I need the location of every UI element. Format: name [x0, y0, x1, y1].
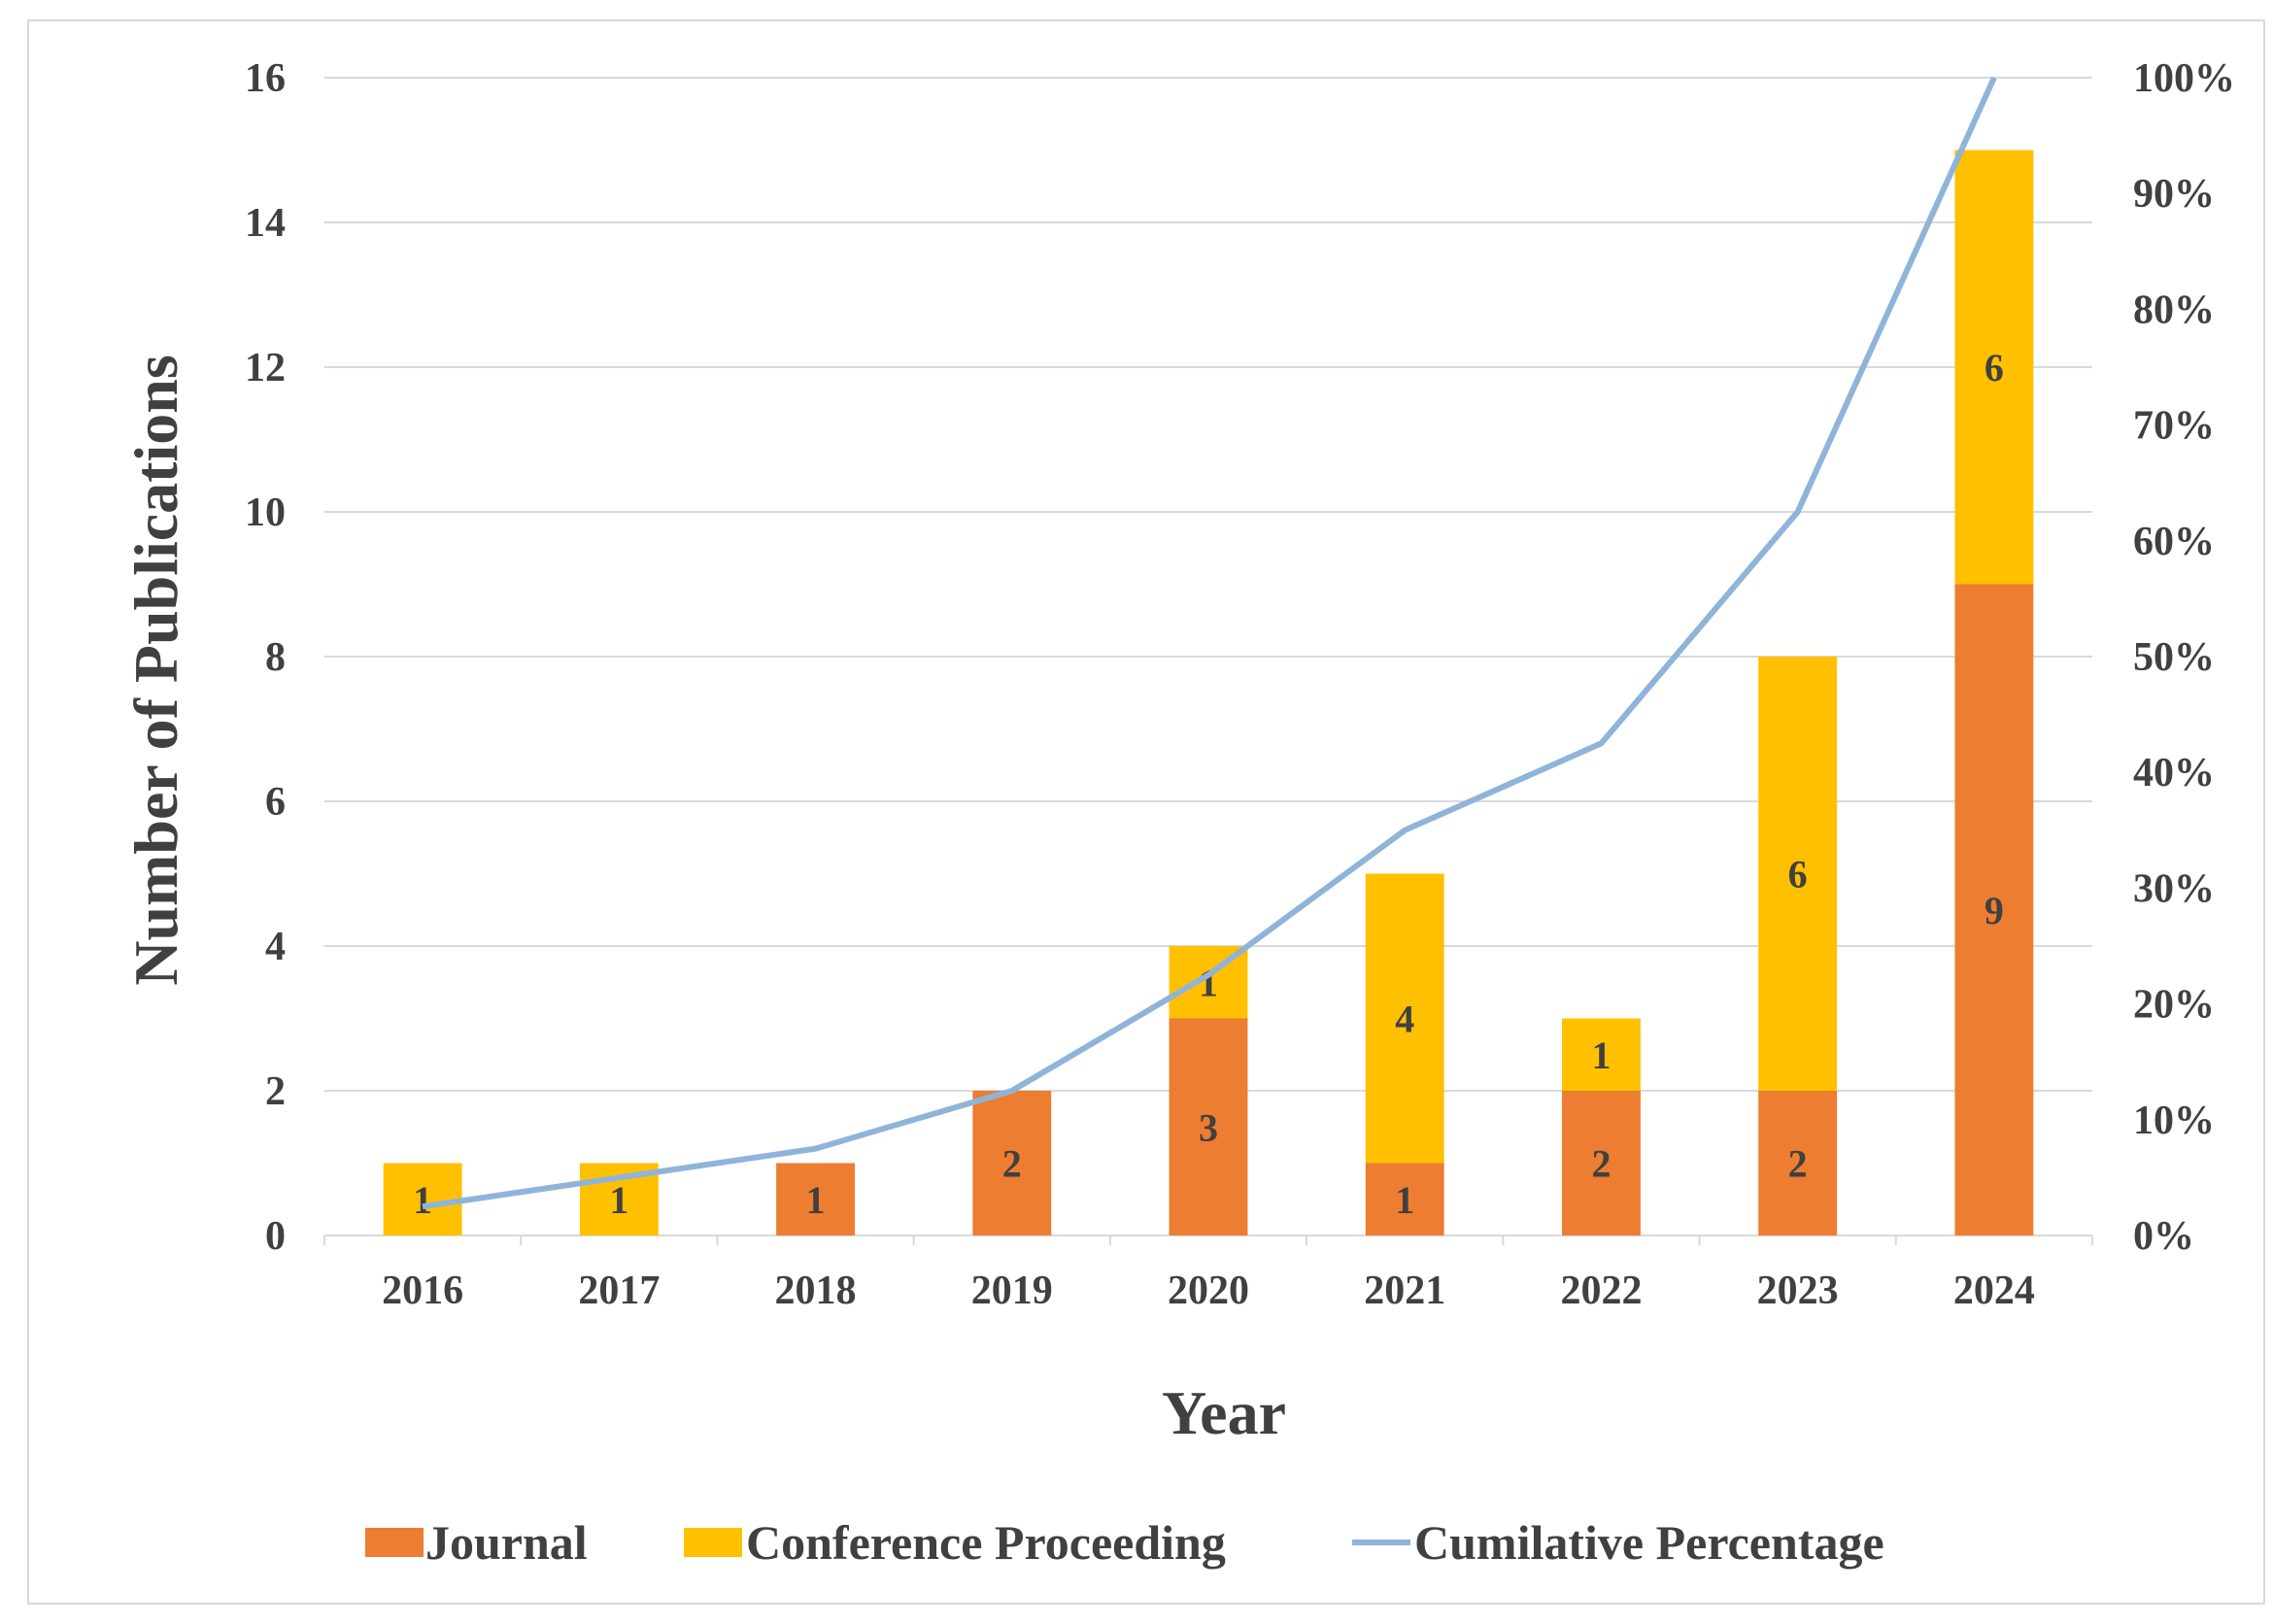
bar-conference-proceeding-2016: [383, 1163, 462, 1235]
legend: Journal Conference Proceeding Cumilative…: [365, 1515, 1884, 1570]
data-label-conference-proceeding-2024: 6: [1985, 346, 2004, 389]
bar-journal-2024: [1954, 584, 2034, 1235]
data-label-conference-proceeding-2016: 1: [413, 1178, 432, 1222]
bar-journal-2020: [1169, 1018, 1248, 1235]
y2-tick-label: 80%: [2133, 288, 2215, 332]
data-label-journal-2023: 2: [1788, 1142, 1808, 1186]
y2-tick-label: 50%: [2133, 635, 2215, 680]
bars: [383, 150, 2034, 1235]
x-tick-label: 2022: [1560, 1269, 1642, 1313]
y-tick-label: 14: [245, 201, 286, 246]
y2-tick-label: 100%: [2133, 56, 2235, 101]
y2-tick-label: 60%: [2133, 520, 2215, 564]
x-tick-label: 2020: [1168, 1269, 1249, 1313]
y-tick-label: 8: [265, 635, 286, 680]
y2-tick-label: 30%: [2133, 866, 2215, 911]
data-label-journal-2021: 1: [1395, 1178, 1414, 1222]
bar-journal-2021: [1365, 1163, 1444, 1235]
legend-swatch-conference-proceeding: [684, 1528, 742, 1557]
y2-tick-label: 0%: [2133, 1214, 2194, 1259]
y-tick-label: 6: [265, 780, 286, 825]
y2-tick-label: 70%: [2133, 404, 2215, 449]
x-tick-label: 2017: [578, 1269, 660, 1313]
y2-axis-tick-labels: 0% 10% 20% 30% 40% 50% 60% 70% 80% 90% 100%: [2133, 56, 2235, 1259]
x-tick-label: 2023: [1757, 1269, 1839, 1313]
y-tick-label: 10: [245, 491, 286, 535]
y-tick-label: 16: [245, 56, 286, 101]
data-label-journal-2019: 2: [1002, 1142, 1022, 1186]
x-axis-title: Year: [1162, 1378, 1286, 1447]
y2-tick-label: 20%: [2133, 983, 2215, 1028]
y-tick-label: 2: [265, 1069, 286, 1114]
y-axis-title: Number of Publications: [121, 355, 190, 986]
bar-conference-proceeding-2023: [1758, 657, 1838, 1091]
x-tick-label: 2016: [382, 1269, 463, 1313]
data-label-journal-2018: 1: [806, 1178, 826, 1222]
data-label-journal-2024: 9: [1985, 889, 2004, 932]
data-label-conference-proceeding-2023: 6: [1788, 853, 1808, 897]
legend-label-journal: Journal: [425, 1515, 588, 1570]
bar-conference-proceeding-2021: [1365, 873, 1444, 1164]
legend-swatch-journal: [365, 1528, 424, 1557]
data-label-conference-proceeding-2021: 4: [1395, 998, 1414, 1041]
x-tick-label: 2018: [775, 1269, 857, 1313]
bar-conference-proceeding-2022: [1562, 1018, 1641, 1091]
y-tick-label: 12: [245, 346, 286, 390]
x-tick-label: 2021: [1364, 1269, 1445, 1313]
y-axis-tick-labels: 0 2 4 6 8 10 12 14 16: [245, 56, 286, 1259]
x-tick-label: 2019: [971, 1269, 1053, 1313]
bar-journal-2022: [1562, 1091, 1641, 1235]
bar-journal-2018: [776, 1163, 855, 1235]
bar-journal-2019: [972, 1091, 1052, 1235]
data-label-conference-proceeding-2017: 1: [609, 1178, 628, 1222]
data-label-journal-2020: 3: [1199, 1105, 1218, 1149]
bar-conference-proceeding-2024: [1954, 150, 2034, 585]
legend-label-cumulative-percentage: Cumilative Percentage: [1414, 1515, 1884, 1570]
y2-tick-label: 40%: [2133, 751, 2215, 795]
data-label-journal-2022: 2: [1591, 1142, 1611, 1186]
x-tick-marks: [323, 1235, 2093, 1245]
x-axis-tick-labels: 2016 2017 2018 2019 2020 2021 2022 2023 2024: [382, 1269, 2035, 1313]
y-tick-label: 4: [265, 925, 286, 969]
y2-tick-label: 10%: [2133, 1099, 2215, 1143]
chart-frame: [27, 19, 2265, 1605]
legend-label-conference-proceeding: Conference Proceeding: [746, 1515, 1226, 1570]
data-label-conference-proceeding-2022: 1: [1591, 1033, 1611, 1077]
x-tick-label: 2024: [1953, 1269, 2035, 1313]
y2-tick-label: 90%: [2133, 172, 2215, 217]
y-tick-label: 0: [265, 1214, 286, 1259]
cumulative-percentage-line: [422, 76, 1997, 1210]
bar-journal-2023: [1758, 1091, 1838, 1235]
